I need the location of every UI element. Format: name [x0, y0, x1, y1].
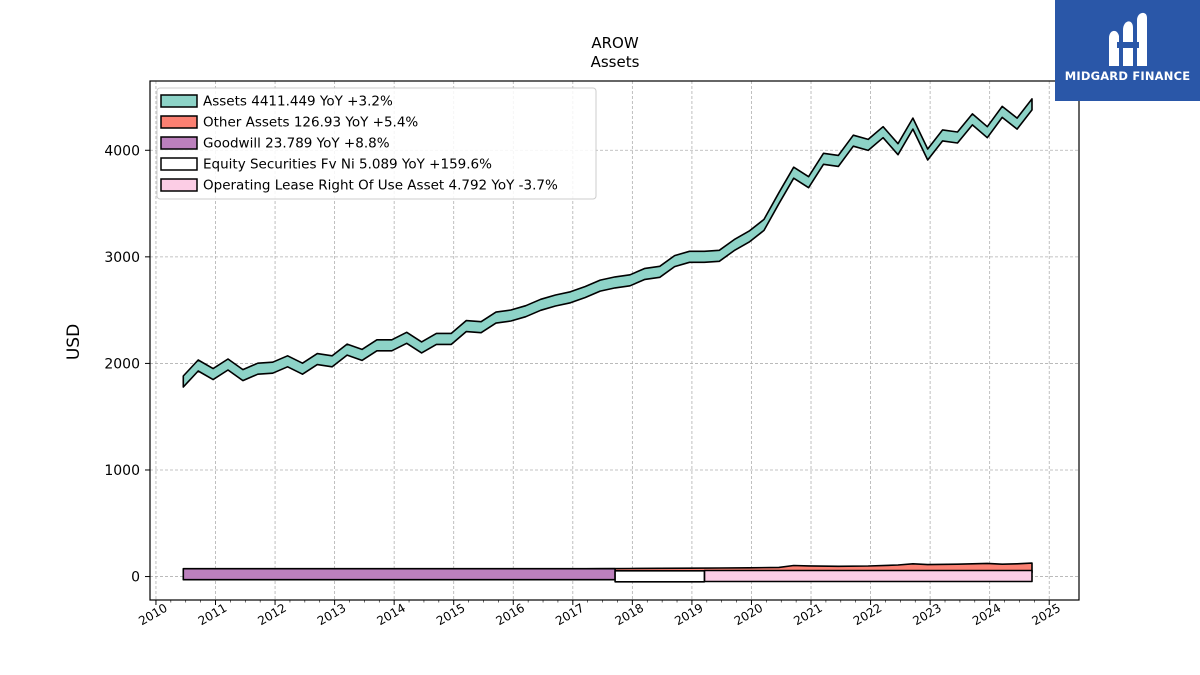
legend-swatch: [160, 115, 198, 129]
x-tick-label: 2015: [434, 601, 467, 628]
legend-swatch: [160, 157, 198, 171]
legend-entry: Assets 4411.449 YoY +3.2%: [203, 94, 393, 110]
x-tick-label: 2025: [1029, 601, 1062, 628]
brand-logo: MIDGARD FINANCE: [1055, 0, 1200, 101]
x-tick-label: 2013: [315, 601, 348, 628]
axes: 2010 2011 2012 2013 2014 2015 2016 2017 2018 2019…: [104, 143, 1063, 628]
chart-title: AROW: [591, 34, 638, 52]
y-tick-label: 3000: [104, 250, 140, 266]
x-tick-label: 2023: [910, 601, 943, 628]
x-tick-label: 2010: [136, 601, 169, 628]
x-tick-label: 2018: [613, 601, 646, 628]
x-tick-label: 2021: [791, 601, 824, 628]
chart-subtitle: Assets: [591, 53, 640, 71]
y-tick-label: 0: [131, 570, 140, 586]
x-tick-label: 2017: [553, 601, 586, 628]
x-tick-label: 2014: [374, 601, 407, 628]
y-tick-label: 1000: [104, 463, 140, 479]
x-tick-label: 2012: [255, 601, 288, 628]
brand-name: MIDGARD FINANCE: [1064, 69, 1191, 83]
x-tick-label: 2024: [970, 601, 1003, 628]
logo-mark-icon: [1109, 12, 1147, 66]
y-tick-label: 4000: [104, 143, 140, 159]
x-tick-label: 2011: [196, 601, 229, 628]
legend-entry: Operating Lease Right Of Use Asset 4.792…: [203, 178, 558, 194]
legend-entry: Equity Securities Fv Ni 5.089 YoY +159.6…: [203, 157, 492, 173]
y-tick-label: 2000: [104, 356, 140, 372]
legend-box: [156, 87, 597, 200]
legend-swatch: [160, 178, 198, 192]
x-tick-label: 2019: [672, 601, 705, 628]
legend-entry: Other Assets 126.93 YoY +5.4%: [203, 115, 418, 131]
goodwill-area: [182, 567, 616, 581]
legend-swatch: [160, 136, 198, 150]
equity-securities-fv-ni-area: [614, 569, 706, 583]
series-area: [182, 98, 1033, 583]
assets-area: [182, 98, 1033, 388]
x-tick-label: 2016: [494, 601, 527, 628]
x-tick-label: 2020: [732, 601, 765, 628]
operating-lease-right-of-use-asset-area: [703, 569, 1033, 583]
y-axis-label: USD: [64, 324, 84, 360]
legend-swatch: [160, 94, 198, 108]
x-tick-label: 2022: [851, 601, 884, 628]
legend-entry: Goodwill 23.789 YoY +8.8%: [203, 136, 390, 152]
legend: Assets 4411.449 YoY +3.2% Other Assets 12…: [156, 87, 597, 200]
plot-frame: [149, 80, 1080, 601]
